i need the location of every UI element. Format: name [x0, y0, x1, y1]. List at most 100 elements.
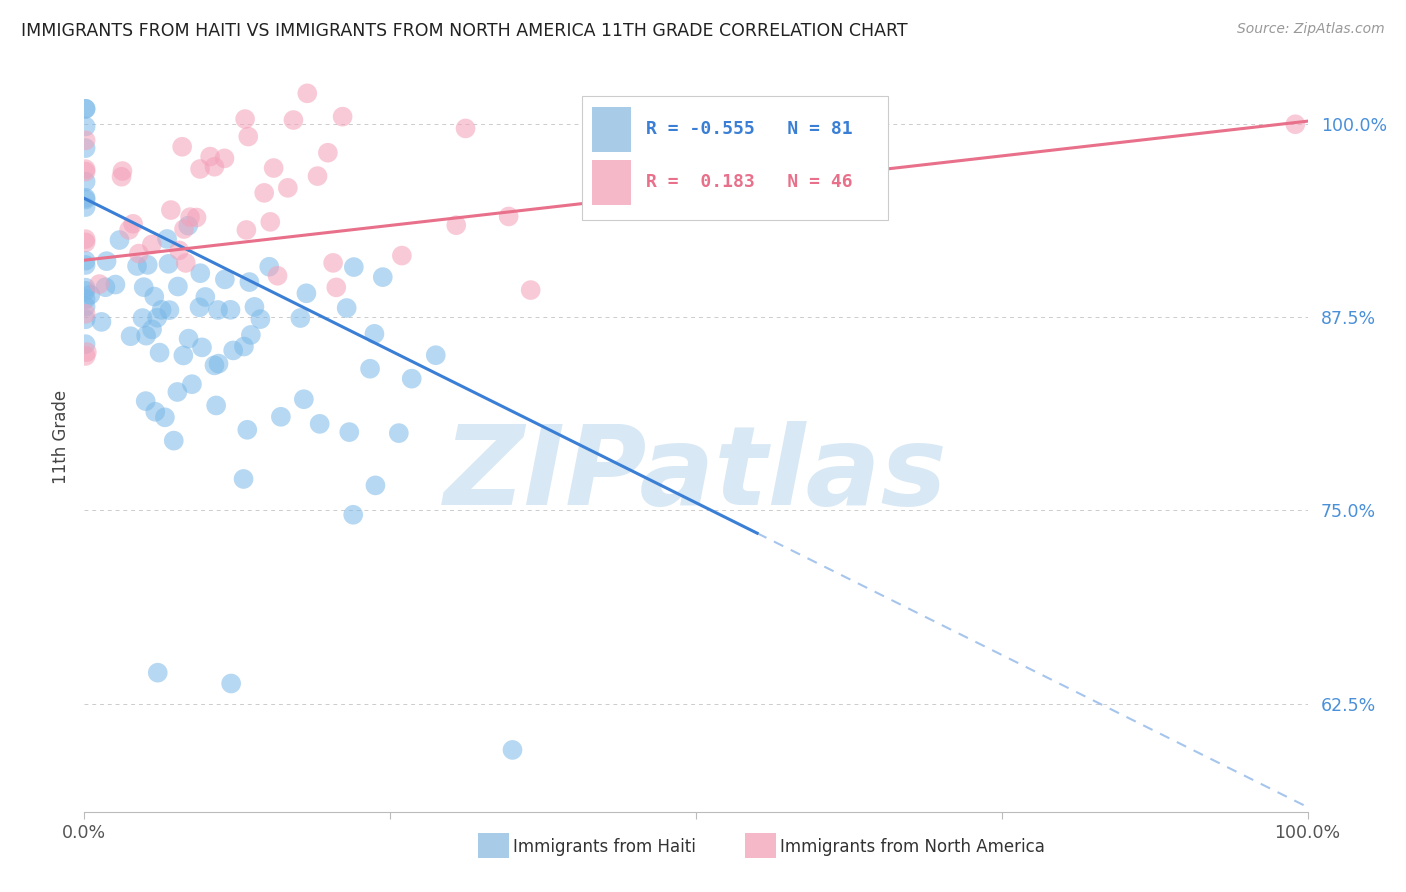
- Point: [391, 249, 413, 263]
- Y-axis label: 11th Grade: 11th Grade: [52, 390, 70, 484]
- Point: [177, 219, 200, 233]
- Point: [75, 175, 97, 189]
- Text: ZIPatlas: ZIPatlas: [444, 421, 948, 528]
- Point: [270, 409, 292, 424]
- Point: [76, 345, 98, 359]
- Point: [332, 110, 354, 124]
- Point: [75, 349, 97, 363]
- Point: [146, 310, 169, 325]
- Point: [204, 359, 226, 373]
- Point: [174, 256, 197, 270]
- Point: [359, 361, 381, 376]
- Point: [253, 186, 276, 200]
- Point: [146, 665, 169, 680]
- Point: [132, 280, 155, 294]
- Point: [104, 277, 127, 292]
- Point: [219, 302, 242, 317]
- Point: [297, 87, 319, 101]
- Point: [135, 394, 157, 409]
- Text: R = -0.555   N = 81: R = -0.555 N = 81: [645, 120, 852, 138]
- FancyBboxPatch shape: [592, 160, 631, 205]
- Point: [136, 258, 159, 272]
- Point: [235, 223, 257, 237]
- Point: [239, 327, 262, 342]
- Point: [204, 160, 226, 174]
- Point: [166, 384, 188, 399]
- Point: [205, 399, 228, 413]
- Point: [283, 113, 305, 128]
- Point: [214, 272, 236, 286]
- Text: IMMIGRANTS FROM HAITI VS IMMIGRANTS FROM NORTH AMERICA 11TH GRADE CORRELATION CH: IMMIGRANTS FROM HAITI VS IMMIGRANTS FROM…: [21, 22, 908, 40]
- Point: [75, 292, 97, 306]
- Point: [75, 281, 97, 295]
- Point: [207, 303, 229, 318]
- Point: [371, 270, 394, 285]
- Point: [388, 426, 411, 441]
- Point: [277, 181, 299, 195]
- Point: [243, 300, 266, 314]
- Point: [498, 210, 520, 224]
- Point: [266, 268, 288, 283]
- Point: [188, 161, 211, 176]
- Point: [157, 257, 180, 271]
- Point: [120, 329, 142, 343]
- Point: [236, 423, 259, 437]
- Point: [75, 312, 97, 326]
- Point: [249, 312, 271, 326]
- Point: [75, 164, 97, 178]
- Point: [150, 302, 173, 317]
- Point: [181, 377, 204, 392]
- Point: [401, 372, 423, 386]
- Point: [188, 301, 211, 315]
- Point: [519, 283, 541, 297]
- Point: [75, 102, 97, 116]
- Point: [111, 164, 134, 178]
- Point: [75, 200, 97, 214]
- Point: [337, 425, 360, 439]
- Point: [363, 326, 385, 341]
- Point: [295, 286, 318, 301]
- Point: [322, 256, 344, 270]
- Point: [446, 218, 468, 232]
- Point: [191, 340, 214, 354]
- Point: [425, 348, 447, 362]
- Point: [172, 140, 194, 154]
- Text: Immigrants from North America: Immigrants from North America: [780, 838, 1045, 856]
- Point: [135, 328, 157, 343]
- Point: [179, 210, 201, 224]
- FancyBboxPatch shape: [582, 96, 889, 219]
- Point: [75, 133, 97, 147]
- Point: [75, 253, 97, 268]
- Point: [238, 129, 260, 144]
- Point: [143, 405, 166, 419]
- Point: [186, 211, 208, 225]
- Point: [263, 161, 285, 175]
- Point: [75, 141, 97, 155]
- Point: [110, 169, 132, 184]
- Point: [79, 287, 101, 301]
- Point: [122, 217, 145, 231]
- Point: [198, 150, 221, 164]
- Point: [75, 258, 97, 272]
- Point: [75, 232, 97, 246]
- Point: [75, 300, 97, 314]
- Point: [172, 348, 194, 362]
- Point: [502, 743, 524, 757]
- Point: [336, 301, 359, 315]
- Point: [75, 162, 97, 177]
- Point: [75, 191, 97, 205]
- Point: [156, 232, 179, 246]
- FancyBboxPatch shape: [592, 107, 631, 153]
- Point: [259, 260, 281, 274]
- Point: [141, 237, 163, 252]
- Point: [75, 307, 97, 321]
- Point: [125, 259, 148, 273]
- Point: [118, 223, 141, 237]
- Point: [177, 332, 200, 346]
- Point: [75, 284, 97, 298]
- Point: [290, 311, 312, 326]
- Point: [307, 169, 329, 183]
- Point: [454, 121, 477, 136]
- Point: [160, 202, 183, 217]
- Text: Immigrants from Haiti: Immigrants from Haiti: [513, 838, 696, 856]
